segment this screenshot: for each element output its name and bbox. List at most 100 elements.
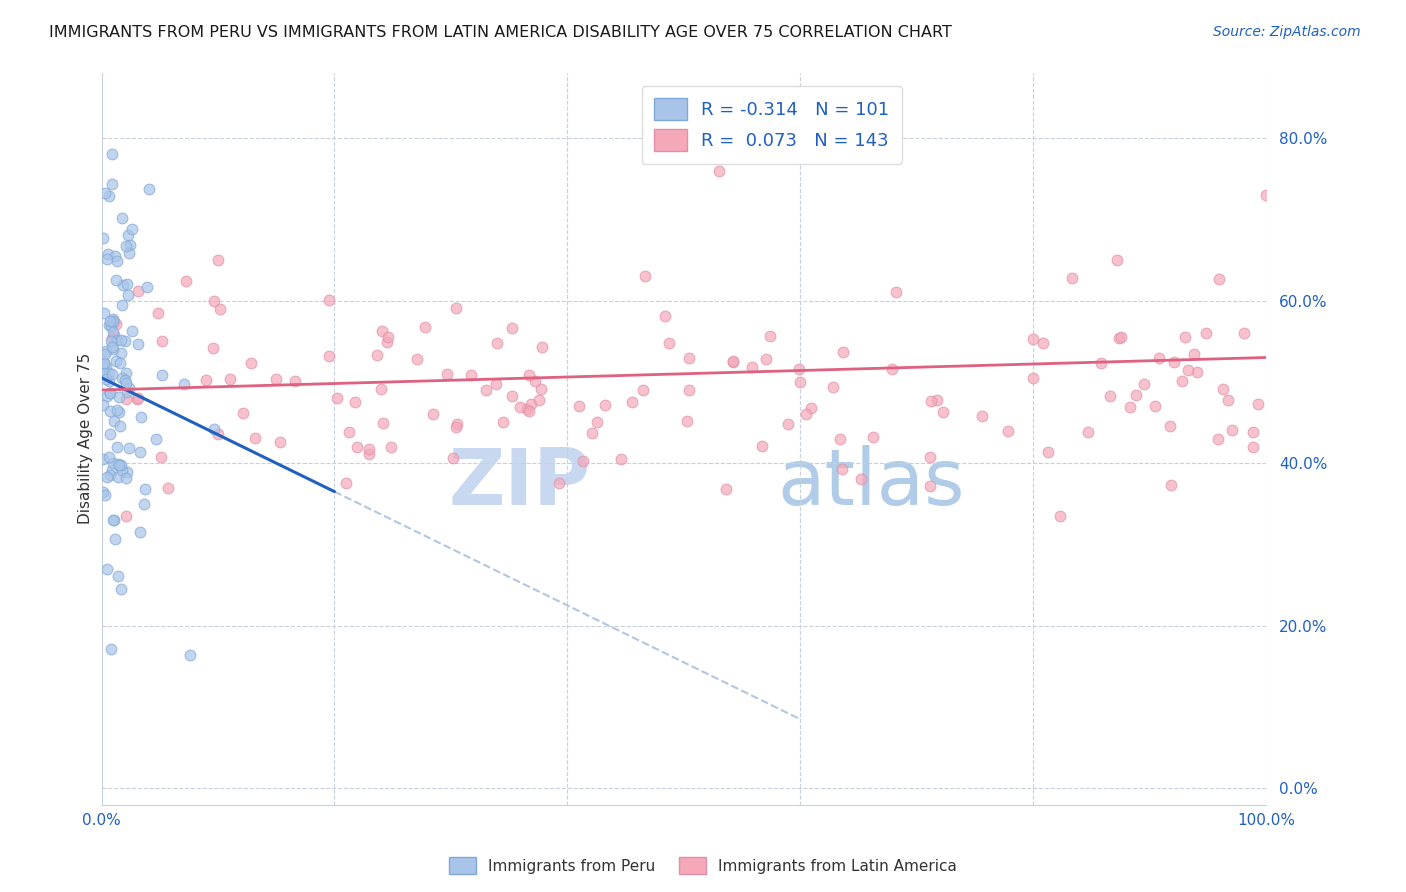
Point xyxy=(194,373,217,387)
Point xyxy=(98,374,121,388)
Point xyxy=(357,442,380,456)
Point xyxy=(129,525,152,540)
Point xyxy=(107,458,129,473)
Point xyxy=(1022,371,1045,385)
Point xyxy=(93,356,115,370)
Point xyxy=(173,377,195,392)
Point xyxy=(862,429,884,443)
Point xyxy=(654,309,676,323)
Point xyxy=(586,415,609,429)
Point xyxy=(441,451,464,466)
Point xyxy=(96,252,118,267)
Point xyxy=(127,337,149,351)
Point xyxy=(240,356,263,370)
Point xyxy=(264,372,287,386)
Point xyxy=(111,371,134,385)
Point xyxy=(1208,272,1230,286)
Point xyxy=(1171,375,1194,389)
Point xyxy=(96,389,118,403)
Point xyxy=(98,386,121,401)
Point xyxy=(370,324,392,338)
Point xyxy=(519,368,541,382)
Point xyxy=(103,328,125,343)
Point xyxy=(121,324,143,338)
Point xyxy=(156,482,179,496)
Point xyxy=(94,344,117,359)
Point xyxy=(208,302,231,317)
Point xyxy=(318,349,340,363)
Point xyxy=(105,317,128,331)
Point xyxy=(823,380,845,394)
Point xyxy=(101,367,124,381)
Point xyxy=(357,447,380,461)
Point xyxy=(117,246,139,260)
Point xyxy=(269,435,291,450)
Point xyxy=(207,427,229,442)
Point xyxy=(789,376,811,390)
Point xyxy=(146,306,169,320)
Point xyxy=(107,569,129,583)
Point xyxy=(1118,400,1140,414)
Point xyxy=(1111,330,1133,344)
Point xyxy=(1108,331,1130,345)
Point xyxy=(129,410,152,425)
Point xyxy=(284,374,307,388)
Text: atlas: atlas xyxy=(778,445,965,521)
Point xyxy=(114,366,136,380)
Point xyxy=(1222,423,1244,437)
Point xyxy=(105,254,128,268)
Y-axis label: Disability Age Over 75: Disability Age Over 75 xyxy=(79,353,93,524)
Point xyxy=(1032,335,1054,350)
Point xyxy=(925,392,948,407)
Text: Source: ZipAtlas.com: Source: ZipAtlas.com xyxy=(1213,25,1361,39)
Point xyxy=(516,401,538,416)
Point xyxy=(1218,392,1240,407)
Point xyxy=(202,341,225,355)
Point xyxy=(94,372,117,386)
Point xyxy=(243,431,266,445)
Point xyxy=(678,383,700,397)
Point xyxy=(678,351,700,365)
Point xyxy=(880,361,903,376)
Point xyxy=(96,561,118,575)
Point xyxy=(101,177,124,191)
Point xyxy=(105,403,128,417)
Point xyxy=(98,188,121,202)
Point xyxy=(138,182,160,196)
Point xyxy=(111,278,134,293)
Point xyxy=(101,463,124,477)
Point xyxy=(110,334,132,348)
Point xyxy=(100,404,122,418)
Point xyxy=(997,424,1019,438)
Point xyxy=(633,268,655,283)
Point xyxy=(94,488,117,502)
Point xyxy=(218,372,240,386)
Point xyxy=(1163,355,1185,369)
Point xyxy=(111,298,134,312)
Point xyxy=(932,405,955,419)
Point xyxy=(115,392,138,406)
Point xyxy=(778,417,800,432)
Point xyxy=(101,312,124,326)
Point xyxy=(714,482,737,496)
Point xyxy=(658,336,681,351)
Point xyxy=(413,320,436,334)
Point xyxy=(346,440,368,454)
Point xyxy=(115,508,138,523)
Point xyxy=(202,422,225,436)
Point xyxy=(105,333,128,347)
Point xyxy=(232,406,254,420)
Point xyxy=(93,356,115,370)
Point xyxy=(91,485,114,500)
Point xyxy=(1241,440,1264,454)
Point xyxy=(125,392,148,406)
Point xyxy=(517,403,540,417)
Point xyxy=(530,382,553,396)
Point xyxy=(150,334,173,349)
Point xyxy=(741,359,763,374)
Point xyxy=(920,479,942,493)
Point xyxy=(174,275,197,289)
Point xyxy=(105,272,128,286)
Text: IMMIGRANTS FROM PERU VS IMMIGRANTS FROM LATIN AMERICA DISABILITY AGE OVER 75 COR: IMMIGRANTS FROM PERU VS IMMIGRANTS FROM … xyxy=(49,25,952,40)
Point xyxy=(98,427,121,442)
